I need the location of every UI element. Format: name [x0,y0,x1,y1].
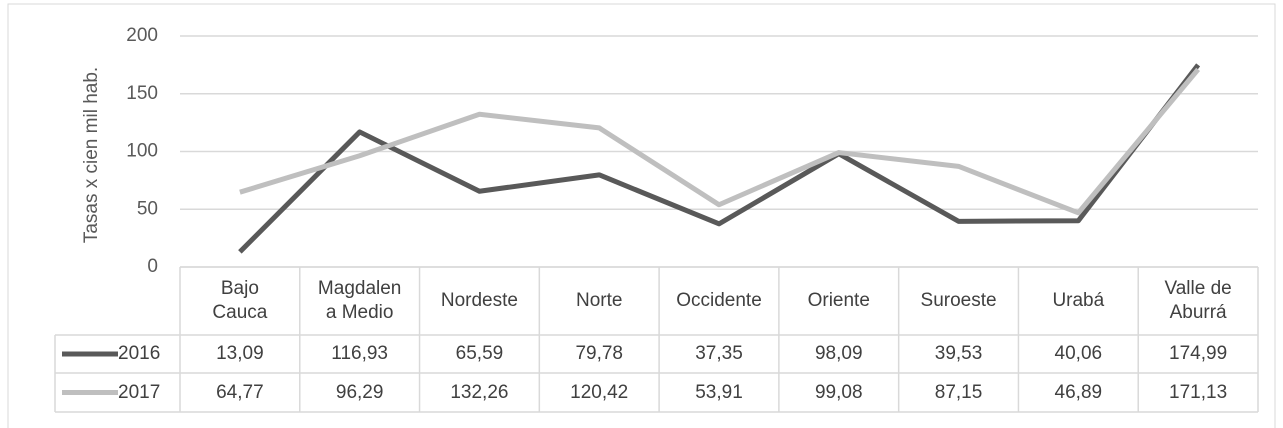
line-series [239,67,1201,216]
x-tick-label: Bajo Cauca [212,278,268,323]
x-tick-label: Urabá [1052,290,1105,311]
data-label: 120,42 [570,381,629,403]
data-label: 132,26 [450,381,509,403]
legend-label: 2016 [118,343,161,364]
y-tick-label: 200 [126,25,158,46]
data-label: 96,29 [335,381,384,403]
data-label: 116,93 [331,343,388,364]
data-label: 40,06 [1054,343,1103,364]
x-tick-label: Norte [575,290,623,311]
x-tick-label: Oriente [807,290,870,311]
y-tick-label: 50 [137,198,158,219]
y-tick-label: 150 [126,83,158,104]
data-label: 99,08 [814,381,863,403]
data-label: 87,15 [934,381,983,403]
x-tick-label: Valle de Aburrá [1164,278,1232,323]
x-tick-label: Suroeste [920,290,997,311]
y-tick-label: 100 [126,141,158,162]
x-tick-label: Occidente [676,290,762,311]
x-tick-label: Magdalen a Medio [317,278,402,323]
data-label: 37,35 [695,343,743,364]
data-label: 174,99 [1169,343,1228,364]
legend-label: 2017 [118,381,161,403]
data-label: 53,91 [695,381,743,403]
frame [7,3,1276,428]
y-tick-label: 0 [147,256,158,277]
y-axis-label: Tasas x cien mil hab. [81,67,102,243]
data-label: 98,09 [814,343,863,364]
x-tick-label: Nordeste [440,290,518,311]
data-label: 171,13 [1169,381,1228,403]
data-label: 64,77 [216,381,264,403]
data-label: 46,89 [1054,381,1103,403]
data-label: 79,78 [575,343,623,364]
line-series [238,63,1201,254]
data-label: 39,53 [934,343,983,364]
data-label: 13,09 [216,343,264,364]
data-label: 65,59 [455,343,504,364]
